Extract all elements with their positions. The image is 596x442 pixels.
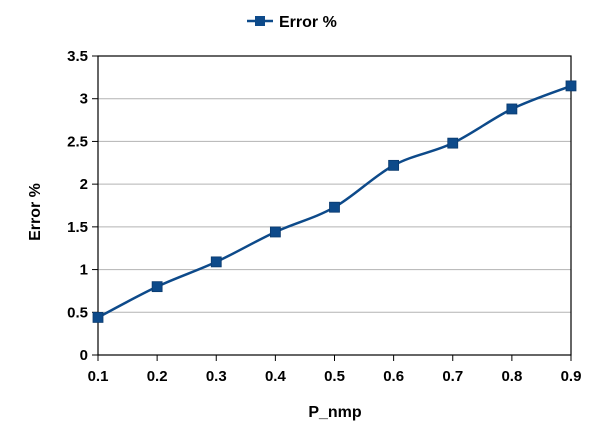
data-point-marker <box>329 201 340 213</box>
axes <box>92 55 572 361</box>
x-axis-title: P_nmp <box>308 404 362 421</box>
x-tick-label: 0.5 <box>324 368 345 385</box>
data-point-marker <box>565 80 577 92</box>
y-tick-label: 0 <box>80 347 88 364</box>
grid-lines <box>98 55 571 313</box>
data-point-marker <box>210 256 222 268</box>
series-line <box>97 84 572 319</box>
y-tick-label: 1.5 <box>67 219 88 236</box>
y-tick-label: 0.5 <box>67 304 88 321</box>
data-point-marker <box>447 137 459 149</box>
legend-label: Error % <box>279 14 337 31</box>
x-tick-label: 0.6 <box>383 368 404 385</box>
x-tick-label: 0.8 <box>501 368 522 385</box>
y-tick-label: 3 <box>80 91 88 108</box>
data-point-marker <box>151 281 163 293</box>
y-tick-label: 2.5 <box>67 133 88 150</box>
legend-marker-swatch <box>255 16 265 26</box>
y-tick-labels: 0 0.5 1 1.5 2 2.5 3 3.5 <box>67 48 88 364</box>
x-tick-label: 0.1 <box>88 368 109 385</box>
x-tick-label: 0.3 <box>206 368 227 385</box>
data-point-marker <box>388 159 400 171</box>
y-tick-label: 3.5 <box>67 48 88 65</box>
x-tick-label: 0.9 <box>561 368 582 385</box>
plot-area-border <box>97 55 572 356</box>
x-tick-label: 0.2 <box>147 368 168 385</box>
data-point-marker <box>269 226 281 238</box>
series-layer <box>92 80 577 323</box>
x-tick-label: 0.7 <box>442 368 463 385</box>
y-tick-label: 2 <box>80 176 88 193</box>
data-point-marker <box>92 312 104 323</box>
legend: Error % <box>247 14 337 31</box>
x-tick-label: 0.4 <box>265 368 287 385</box>
x-tick-labels: 0.1 0.2 0.3 0.4 0.5 0.6 0.7 0.8 0.9 <box>88 368 582 385</box>
y-tick-label: 1 <box>80 262 88 279</box>
y-axis-title: Error % <box>27 183 44 241</box>
data-point-marker <box>506 103 518 115</box>
